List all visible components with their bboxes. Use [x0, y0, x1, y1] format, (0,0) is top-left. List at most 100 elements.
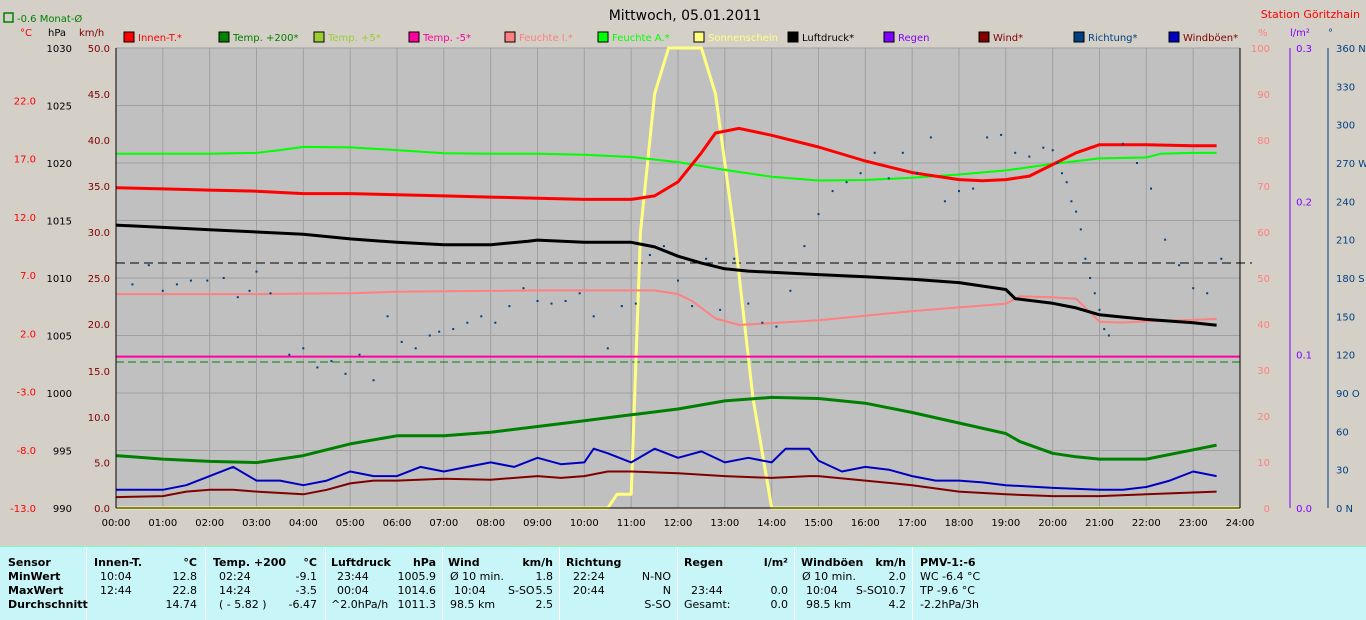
boeen-r3-value: 4.2 — [888, 598, 907, 611]
x-tick-label: 22:00 — [1132, 518, 1161, 529]
direction-point — [761, 321, 764, 324]
direction-point — [386, 315, 389, 318]
legend-swatch — [218, 31, 230, 43]
stats-richtung-column: Richtung 22:24 N-NO 20:44 N S-SO — [559, 547, 678, 620]
direction-point — [1136, 162, 1138, 164]
x-tick-label: 20:00 — [1038, 518, 1067, 529]
direction-point — [1075, 210, 1078, 213]
regen-unit: l/m² — [763, 556, 788, 569]
unit-celsius: °C — [20, 28, 32, 39]
direction-point — [206, 279, 209, 282]
direction-point — [302, 347, 305, 350]
stats-luftdruck-column: Luftdruck hPa 23:44 1005.9 00:04 1014.6 ^2.… — [325, 547, 443, 620]
direction-tick-label: 240 — [1336, 197, 1355, 208]
wind-r2-time: 10:04 — [454, 584, 486, 597]
series-line-feuchte-i — [116, 289, 1217, 326]
x-tick-label: 07:00 — [429, 518, 458, 529]
boeen-r3-distance: 98.5 km — [806, 598, 852, 611]
kmh-tick-label: 0.0 — [94, 504, 110, 515]
direction-point — [522, 287, 525, 290]
humidity-tick-label: 80 — [1257, 136, 1270, 147]
month-avg-icon — [3, 12, 14, 23]
series-line-temp-200 — [115, 395, 1217, 465]
regen-total-value: 0.0 — [770, 598, 789, 611]
boeen-unit: km/h — [875, 556, 906, 569]
temp-tick-label: 2.0 — [20, 329, 36, 340]
direction-point — [929, 136, 932, 139]
hpa-tick-label: 1025 — [47, 102, 72, 113]
direction-point — [147, 264, 150, 267]
hpa-tick-label: 1010 — [47, 274, 72, 285]
x-tick-label: 10:00 — [570, 518, 599, 529]
rain-tick-label: 0.2 — [1296, 197, 1312, 208]
direction-point — [859, 172, 862, 175]
pmv-header: PMV-1:-6 — [920, 556, 976, 569]
row-label-max: MaxWert — [8, 584, 64, 597]
direction-point — [915, 172, 918, 175]
direction-point — [1192, 287, 1195, 290]
hpa-tick-label: 1015 — [47, 217, 72, 228]
direction-tick-label: 270 W — [1336, 159, 1366, 170]
boeen-r2-value: 10.7 — [881, 584, 907, 597]
direction-point — [1121, 142, 1124, 145]
wind-header: Wind — [448, 556, 480, 569]
pmv-pressure-trend: -2.2hPa/3h — [920, 598, 979, 611]
legend-swatch — [123, 31, 135, 43]
direction-point — [1178, 264, 1181, 267]
legend-swatch — [978, 31, 990, 43]
luft-header: Luftdruck — [331, 556, 391, 569]
direction-point — [620, 305, 623, 308]
direction-point — [705, 257, 708, 260]
direction-tick-label: 0 N — [1336, 504, 1353, 515]
direction-point — [943, 200, 946, 203]
direction-point — [662, 245, 665, 248]
direction-point — [831, 190, 834, 193]
direction-tick-label: 330 — [1336, 82, 1355, 93]
kmh-tick-label: 50.0 — [88, 44, 110, 55]
legend-swatch — [313, 31, 325, 43]
direction-point — [1014, 151, 1017, 154]
legend-label: Innen-T.* — [138, 33, 182, 44]
direction-point — [677, 279, 679, 282]
humidity-tick-label: 40 — [1257, 320, 1270, 331]
tick-labels: 00:00 01:00 02:00 03:00 04:00 05:00 06:00 07:00… — [10, 44, 1366, 529]
statistics-panel: Sensor MinWert MaxWert Durchschnitt Inne… — [0, 546, 1366, 620]
direction-point — [803, 245, 806, 248]
x-tick-label: 06:00 — [383, 518, 412, 529]
month-average: -0.6 Monat-Ø — [17, 13, 82, 25]
temp-tick-label: -13.0 — [10, 504, 36, 515]
direction-point — [578, 292, 581, 295]
series-line-innen-t — [115, 126, 1217, 201]
regen-r2-time: 23:44 — [691, 584, 723, 597]
stats-pmv-column: PMV-1:-6 WC -6.4 °C TP -9.6 °C -2.2hPa/3… — [912, 547, 1012, 620]
legend: Innen-T.* Temp. +200* Temp. +5* Temp. -5* Fe… — [123, 31, 1238, 44]
chart-title: Mittwoch, 05.01.2011 — [609, 8, 762, 24]
hpa-tick-label: 1000 — [47, 389, 72, 400]
direction-point — [901, 151, 904, 154]
x-tick-label: 17:00 — [898, 518, 927, 529]
x-tick-label: 23:00 — [1179, 518, 1208, 529]
innen-unit: °C — [183, 556, 197, 569]
stats-innen-column: Innen-T. °C 10:04 12.8 12:44 22.8 14.74 — [86, 547, 206, 620]
temp-tick-label: 17.0 — [14, 155, 36, 166]
boeen-header: Windböen — [801, 556, 864, 569]
kmh-tick-label: 35.0 — [88, 182, 110, 193]
direction-point — [330, 360, 333, 363]
series-line-windb-en — [116, 447, 1217, 491]
x-tick-label: 01:00 — [148, 518, 177, 529]
direction-point — [873, 151, 876, 154]
legend-swatch — [597, 31, 609, 43]
rain-tick-label: 0.0 — [1296, 504, 1312, 515]
direction-point — [845, 181, 848, 184]
series-line-luftdruck — [115, 223, 1217, 327]
row-label-avg: Durchschnitt — [8, 598, 88, 611]
hpa-tick-label: 990 — [53, 504, 72, 515]
boeen-r1-value: 2.0 — [888, 570, 907, 583]
direction-point — [269, 292, 272, 295]
temp-min-value: -9.1 — [295, 570, 317, 583]
direction-point — [1051, 149, 1054, 152]
luft-avg-value: 1011.3 — [397, 598, 437, 611]
luft-unit: hPa — [412, 556, 436, 569]
luft-max-time: 00:04 — [337, 584, 369, 597]
x-tick-label: 02:00 — [195, 518, 224, 529]
